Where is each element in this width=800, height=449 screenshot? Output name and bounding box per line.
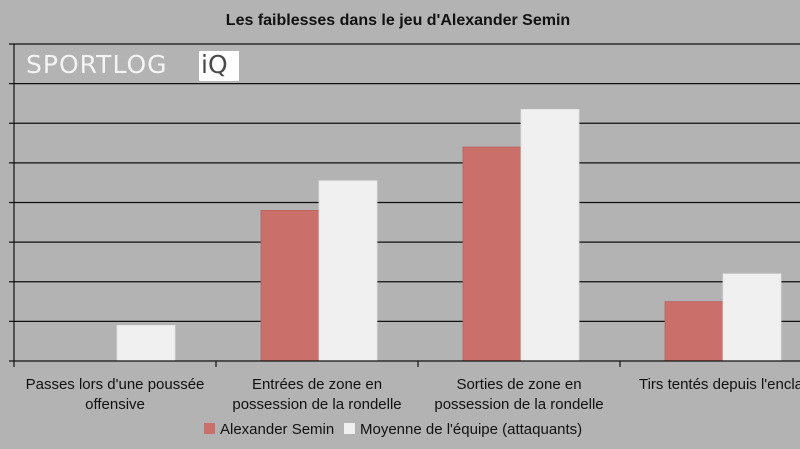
bars bbox=[116, 108, 782, 362]
category-label-line: Sorties de zone en bbox=[456, 376, 581, 393]
legend-swatch bbox=[204, 423, 215, 434]
category-label: Passes lors d'une poussée offensive bbox=[26, 376, 205, 413]
category-label: Sorties de zone en possession de la ronde… bbox=[434, 376, 603, 413]
category-labels: Passes lors d'une poussée offensive Entrée… bbox=[26, 376, 800, 413]
category-label-line: Tirs tentés depuis l'encla bbox=[639, 376, 800, 393]
chart-title: Les faiblesses dans le jeu d'Alexander S… bbox=[226, 12, 570, 29]
bar-alexander-semin-1 bbox=[260, 210, 320, 362]
category-label-line: Passes lors d'une poussée bbox=[26, 376, 205, 393]
category-label: Entrées de zone en possession de la ronde… bbox=[232, 376, 401, 413]
legend-swatch bbox=[344, 423, 355, 434]
legend: Alexander Semin Moyenne de l'équipe (atta… bbox=[204, 421, 582, 438]
axes bbox=[9, 44, 800, 367]
bar-moyenne-de-l-quipe-attaquants--1 bbox=[318, 180, 378, 362]
category-label-line: Entrées de zone en bbox=[252, 376, 382, 393]
bar-alexander-semin-2 bbox=[462, 146, 522, 362]
bar-moyenne-de-l-quipe-attaquants--0 bbox=[116, 324, 176, 362]
sportlogiq-logo: SPORTLOG iQ bbox=[26, 50, 239, 81]
category-label: Tirs tentés depuis l'encla bbox=[639, 376, 800, 393]
legend-label: Moyenne de l'équipe (attaquants) bbox=[360, 421, 582, 438]
category-label-line: offensive bbox=[85, 396, 145, 413]
category-label-line: possession de la rondelle bbox=[232, 396, 401, 413]
bar-alexander-semin-3 bbox=[664, 301, 724, 362]
category-label-line: possession de la rondelle bbox=[434, 396, 603, 413]
gridlines bbox=[9, 43, 800, 322]
logo-text: SPORTLOG bbox=[26, 50, 168, 79]
logo-boxed-text: iQ bbox=[201, 50, 228, 79]
legend-label: Alexander Semin bbox=[220, 421, 334, 438]
bar-moyenne-de-l-quipe-attaquants--2 bbox=[520, 108, 580, 362]
logo-box bbox=[199, 51, 239, 81]
bar-moyenne-de-l-quipe-attaquants--3 bbox=[722, 273, 782, 362]
